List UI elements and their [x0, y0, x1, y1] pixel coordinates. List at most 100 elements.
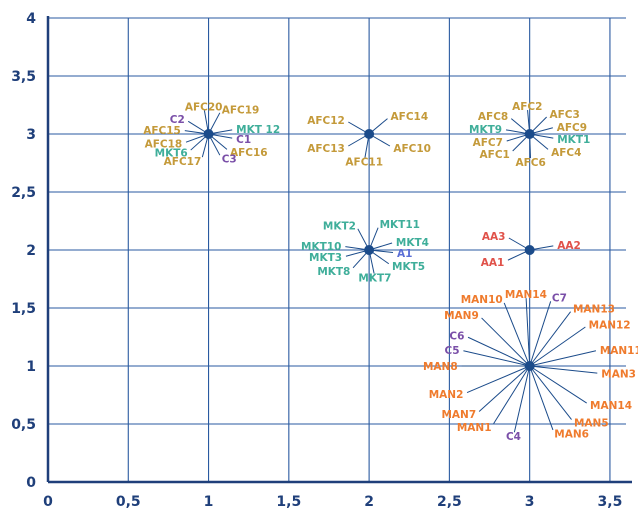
point-label: AFC13	[307, 143, 345, 155]
tick-labels: 0 0,5 1 1,5 2 2,5 3 3,5 0 0,5 1 1,5 2 2,5 3 3,5 4	[11, 11, 622, 510]
x-tick-label: 0	[43, 494, 53, 510]
spoke-line	[467, 336, 530, 367]
point-label: MKT5	[392, 261, 425, 273]
point-label: AFC9	[557, 122, 587, 134]
spoke-line	[466, 365, 530, 394]
y-tick-label: 0,5	[11, 417, 36, 433]
spoke-line	[503, 302, 531, 367]
point-label: AFC12	[307, 115, 345, 127]
spoke-line	[481, 317, 531, 367]
point-label: AFC20	[185, 101, 223, 113]
point-label: MKT3	[309, 252, 342, 264]
point-label: AFC1	[480, 149, 510, 161]
point-label: MKT6	[155, 148, 188, 160]
point-label: MAN14	[505, 289, 547, 301]
point-label: AFC18	[145, 139, 183, 151]
point-label: MAN8	[423, 361, 458, 373]
point-label: MAN5	[574, 418, 609, 430]
point-label: MAN11	[600, 345, 638, 357]
point-label: MKT4	[396, 237, 429, 249]
x-tick-label: 1,5	[276, 494, 301, 510]
points	[203, 129, 535, 371]
point-label: MAN2	[429, 389, 464, 401]
y-tick-label: 0	[26, 475, 36, 491]
point-label: A1	[397, 248, 412, 260]
point-label: C1	[236, 134, 251, 146]
point-label: AFC10	[393, 143, 431, 155]
y-tick-label: 1,5	[11, 301, 36, 317]
spoke-line	[478, 365, 531, 412]
point-label: C6	[449, 331, 464, 343]
point-label: MKT8	[317, 266, 350, 278]
point-label: AFC8	[478, 111, 508, 123]
data-point	[203, 129, 214, 139]
point-label: MKT 12	[236, 124, 280, 136]
spoke-line	[529, 365, 572, 420]
spoke-line	[529, 326, 586, 367]
point-label: MAN6	[554, 429, 589, 441]
point-label: MKT9	[469, 124, 502, 136]
point-label: AA3	[482, 231, 506, 243]
spoke-line	[493, 365, 531, 424]
point-label: MKT2	[323, 220, 356, 232]
axes	[46, 16, 632, 484]
spokes	[184, 110, 598, 433]
point-label: AFC7	[473, 137, 503, 149]
point-label: MKT10	[301, 241, 341, 253]
x-tick-label: 0,5	[116, 494, 141, 510]
point-label: AFC14	[391, 111, 429, 123]
y-tick-label: 2	[26, 243, 36, 259]
point-label: AFC19	[222, 104, 260, 116]
data-point	[524, 245, 535, 255]
point-label: MAN3	[601, 369, 636, 381]
point-label: AFC17	[164, 156, 202, 168]
y-tick-label: 1	[26, 359, 36, 375]
x-tick-label: 3,5	[598, 494, 623, 510]
spoke-line	[529, 365, 598, 374]
point-label: AFC11	[345, 157, 383, 169]
point-label: MAN10	[461, 294, 503, 306]
point-label: AA1	[481, 257, 505, 269]
point-label: MAN12	[589, 320, 631, 332]
y-tick-label: 2,5	[11, 185, 36, 201]
x-tick-label: 1	[204, 494, 214, 510]
point-label: AA2	[557, 240, 581, 252]
point-label: C4	[506, 431, 521, 443]
x-tick-label: 3	[525, 494, 535, 510]
point-label: MAN1	[457, 422, 492, 434]
point-label: C7	[552, 293, 567, 305]
point-label: MAN14	[590, 400, 632, 412]
spoke-line	[529, 365, 587, 404]
spoke-line	[525, 298, 531, 367]
data-point	[364, 129, 375, 139]
spoke-line	[529, 301, 552, 367]
y-tick-label: 4	[26, 11, 36, 27]
point-label: C3	[222, 154, 237, 166]
x-tick-label: 2	[364, 494, 374, 510]
point-label: MAN9	[444, 310, 479, 322]
spoke-line	[463, 350, 530, 367]
point-label: MAN7	[441, 409, 476, 421]
y-tick-label: 3	[26, 127, 36, 143]
point-label: AFC3	[549, 109, 579, 121]
point-label: MKT11	[380, 219, 420, 231]
y-tick-label: 3,5	[11, 69, 36, 85]
point-label: AFC2	[512, 101, 542, 113]
point-label: AFC4	[551, 147, 581, 159]
spoke-line	[529, 365, 554, 431]
point-label: AFC15	[143, 125, 181, 137]
point-label: MAN13	[573, 303, 615, 315]
point-label: MKT7	[358, 272, 391, 284]
data-point	[364, 245, 375, 255]
data-point	[524, 129, 535, 139]
point-label: AFC16	[230, 147, 268, 159]
point-label: MKT1	[557, 134, 590, 146]
x-tick-label: 2,5	[437, 494, 462, 510]
data-point	[524, 361, 535, 371]
point-label: C2	[170, 114, 185, 126]
spoke-line	[513, 365, 531, 433]
spoke-line	[529, 311, 571, 367]
spoke-line	[529, 350, 597, 367]
